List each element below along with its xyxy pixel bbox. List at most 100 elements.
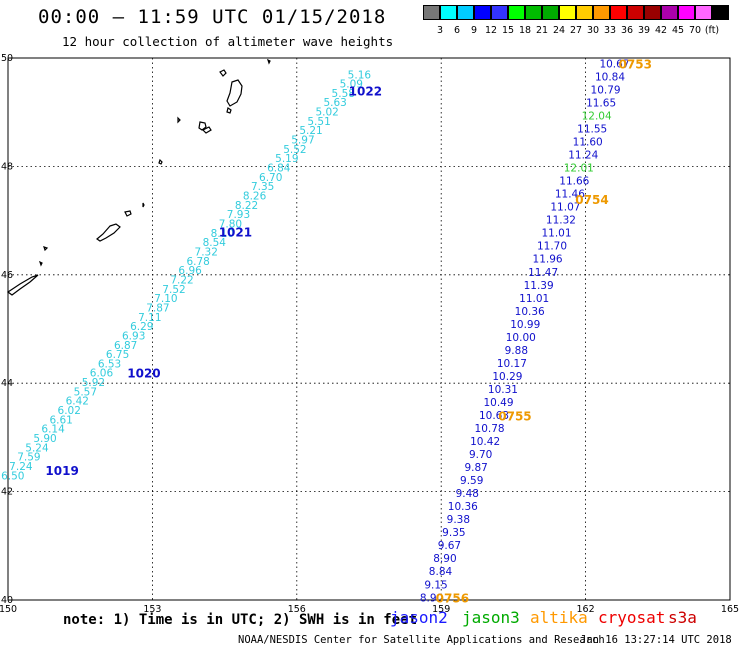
satellite-name-jason2: jason2 [390, 608, 448, 627]
wave-height-label: 7.52 [162, 284, 185, 296]
color-swatch [525, 5, 542, 20]
color-swatch [644, 5, 661, 20]
wave-height-label: 11.01 [541, 228, 571, 240]
wave-height-label: 6.70 [259, 172, 282, 184]
wave-height-label: 11.39 [524, 280, 554, 292]
wave-height-label: 8.10 [211, 228, 234, 240]
wave-height-label: 7.10 [154, 293, 177, 305]
lat-lon-grid [8, 58, 730, 600]
wave-height-label: 5.16 [348, 69, 372, 81]
coast-mainland [6, 274, 39, 296]
wave-height-label: 6.06 [90, 368, 114, 380]
color-swatch [576, 5, 593, 20]
wave-height-label: 8.22 [235, 200, 258, 212]
color-scale-label: 33 [603, 25, 617, 36]
island-coast [226, 79, 243, 107]
y-tick-label: 48 [1, 161, 13, 172]
wave-height-label: 5.58 [332, 88, 355, 100]
satellite-name-jason3: jason3 [462, 608, 520, 627]
x-tick-label: 150 [0, 604, 17, 615]
x-tick-label: 153 [143, 604, 161, 615]
wave-height-label: 11.07 [550, 202, 580, 214]
x-tick-label: 165 [721, 604, 739, 615]
island-coast [95, 223, 121, 242]
wave-height-label: 10.31 [488, 384, 518, 396]
y-tick-label: 40 [1, 595, 13, 606]
wave-height-label: 5.90 [33, 433, 56, 445]
wave-height-label: 11.66 [559, 176, 589, 188]
color-swatch [457, 5, 474, 20]
wave-height-label: 9.87 [464, 462, 487, 474]
color-swatch [678, 5, 695, 20]
wave-height-label: 11.01 [519, 293, 549, 305]
wave-height-label: 7.87 [146, 302, 169, 314]
island-coast [201, 126, 212, 134]
wave-height-label: 5.19 [275, 153, 298, 165]
wave-height-label: 6.53 [98, 358, 121, 370]
color-scale-label: 18 [518, 25, 532, 36]
wave-height-label: 5.92 [82, 377, 105, 389]
wave-height-label: 7.80 [219, 218, 242, 230]
pass-time-label: 0756 [436, 591, 469, 605]
wave-height-label: 8.84 [429, 566, 453, 578]
color-scale-label: 45 [671, 25, 685, 36]
wave-height-label: 10.00 [506, 332, 536, 344]
island-coast [266, 58, 271, 65]
pass-time-label: 1022 [349, 85, 382, 99]
color-swatch [491, 5, 508, 20]
wave-height-label: 6.42 [66, 396, 89, 408]
color-swatch [559, 5, 576, 20]
pass-time-label: 0753 [619, 57, 652, 71]
wave-height-label: 11.70 [537, 241, 567, 253]
wave-height-label: 6.87 [114, 340, 137, 352]
generation-time: Jan 16 13:27:14 UTC 2018 [580, 634, 732, 646]
wave-height-label: 11.65 [586, 97, 616, 109]
color-scale-label: 6 [453, 25, 461, 36]
wave-height-label: 10.99 [510, 319, 540, 331]
wave-height-label: 10.17 [497, 358, 527, 370]
wave-height-label: 5.09 [340, 79, 363, 91]
wave-height-label: 6.84 [267, 163, 291, 175]
altimeter-tracks: 6.507.247.595.245.906.146.616.026.425.57… [1, 57, 652, 605]
island-coast [219, 69, 227, 77]
satellite-name-altika: altika [530, 608, 588, 627]
color-scale-label: 9 [470, 25, 478, 36]
color-swatch [610, 5, 627, 20]
wave-height-label: 9.48 [456, 488, 479, 500]
color-swatch [423, 5, 440, 20]
wave-height-label: 12.01 [564, 163, 594, 175]
color-scale-label: 21 [535, 25, 549, 36]
island-coast [198, 121, 207, 131]
page-title: 00:00 — 11:59 UTC 01/15/2018 [38, 6, 387, 28]
axis-labels: 150 153 156 159 162 165 50 48 46 44 42 40 [0, 53, 739, 615]
wave-height-label: 5.52 [283, 144, 306, 156]
color-scale-label: 70 [688, 25, 702, 36]
wave-height-label: 8.26 [243, 191, 267, 203]
wave-height-label: 10.49 [483, 397, 513, 409]
wave-height-label: 7.35 [251, 181, 274, 193]
wave-height-label: 10.29 [492, 371, 522, 383]
color-scale-label: 39 [637, 25, 651, 36]
wave-height-label: 6.29 [130, 321, 153, 333]
wave-height-label: 9.70 [469, 449, 492, 461]
wave-height-label: 8.90 [420, 592, 443, 604]
island-coast [38, 260, 43, 267]
pass-time-label: 0754 [575, 193, 608, 207]
x-tick-label: 159 [432, 604, 450, 615]
color-swatch [440, 5, 457, 20]
wave-height-label: 9.59 [460, 475, 483, 487]
y-tick-label: 42 [1, 487, 13, 498]
wave-height-label: 11.96 [533, 254, 563, 266]
wave-height-label: 7.24 [9, 461, 33, 473]
wave-height-label: 7.93 [227, 209, 250, 221]
wave-height-label: 10.36 [448, 501, 478, 513]
pass-time-label: 0755 [498, 410, 531, 424]
wave-height-label: 7.11 [138, 312, 161, 324]
x-tick-label: 162 [577, 604, 595, 615]
pass-time-label: 1021 [219, 225, 252, 239]
island-coast [124, 210, 132, 217]
wave-height-label: 11.55 [577, 124, 607, 136]
wave-height-label: 6.61 [49, 414, 72, 426]
wave-height-label: 5.24 [25, 442, 49, 454]
